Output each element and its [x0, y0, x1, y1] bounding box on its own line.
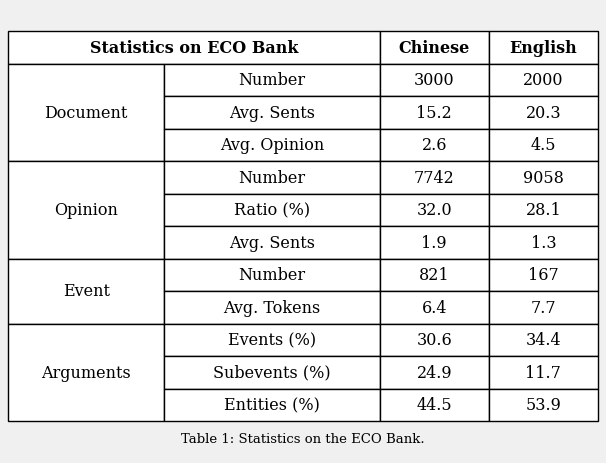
Text: 30.6: 30.6: [416, 332, 452, 349]
Polygon shape: [489, 162, 598, 194]
Text: 32.0: 32.0: [416, 202, 452, 219]
Polygon shape: [380, 162, 489, 194]
Text: Opinion: Opinion: [55, 202, 118, 219]
Text: Number: Number: [239, 267, 305, 284]
Polygon shape: [8, 32, 380, 64]
Text: Number: Number: [239, 169, 305, 186]
Polygon shape: [164, 291, 380, 324]
Text: Statistics on ECO Bank: Statistics on ECO Bank: [90, 40, 298, 56]
Text: Avg. Sents: Avg. Sents: [229, 234, 315, 251]
Text: Avg. Sents: Avg. Sents: [229, 105, 315, 121]
Text: 9058: 9058: [523, 169, 564, 186]
Polygon shape: [380, 64, 489, 97]
Text: English: English: [510, 40, 578, 56]
Text: Subevents (%): Subevents (%): [213, 364, 331, 381]
Text: Event: Event: [62, 283, 110, 300]
Text: Number: Number: [239, 72, 305, 89]
Polygon shape: [380, 324, 489, 356]
Text: Avg. Opinion: Avg. Opinion: [220, 137, 324, 154]
Text: 167: 167: [528, 267, 559, 284]
Polygon shape: [164, 97, 380, 129]
Polygon shape: [380, 291, 489, 324]
Text: 1.3: 1.3: [531, 234, 556, 251]
Polygon shape: [380, 259, 489, 291]
Text: Events (%): Events (%): [228, 332, 316, 349]
Text: 6.4: 6.4: [422, 299, 447, 316]
Polygon shape: [380, 356, 489, 388]
Polygon shape: [380, 194, 489, 226]
Polygon shape: [489, 97, 598, 129]
Polygon shape: [164, 226, 380, 259]
Polygon shape: [164, 64, 380, 97]
Polygon shape: [380, 32, 489, 64]
Polygon shape: [8, 324, 164, 421]
Polygon shape: [380, 226, 489, 259]
Polygon shape: [164, 129, 380, 162]
Polygon shape: [164, 324, 380, 356]
Polygon shape: [380, 129, 489, 162]
Polygon shape: [489, 32, 598, 64]
Text: 4.5: 4.5: [531, 137, 556, 154]
Text: 11.7: 11.7: [525, 364, 561, 381]
Text: 34.4: 34.4: [525, 332, 561, 349]
Polygon shape: [164, 194, 380, 226]
Polygon shape: [164, 259, 380, 291]
Polygon shape: [489, 64, 598, 97]
Polygon shape: [380, 97, 489, 129]
Text: Table 1: Statistics on the ECO Bank.: Table 1: Statistics on the ECO Bank.: [181, 432, 425, 445]
Polygon shape: [164, 388, 380, 421]
Text: 15.2: 15.2: [416, 105, 452, 121]
Polygon shape: [164, 356, 380, 388]
Polygon shape: [8, 162, 164, 259]
Text: Entities (%): Entities (%): [224, 396, 320, 413]
Polygon shape: [489, 259, 598, 291]
Text: 2000: 2000: [523, 72, 564, 89]
Text: 2.6: 2.6: [422, 137, 447, 154]
Text: 53.9: 53.9: [525, 396, 561, 413]
Polygon shape: [489, 194, 598, 226]
Polygon shape: [489, 129, 598, 162]
Text: 7742: 7742: [414, 169, 454, 186]
Polygon shape: [8, 259, 164, 324]
Polygon shape: [489, 291, 598, 324]
Text: Arguments: Arguments: [41, 364, 131, 381]
Polygon shape: [380, 388, 489, 421]
Polygon shape: [489, 388, 598, 421]
Text: 44.5: 44.5: [416, 396, 452, 413]
Polygon shape: [489, 324, 598, 356]
Polygon shape: [489, 356, 598, 388]
Polygon shape: [8, 64, 164, 162]
Text: 3000: 3000: [414, 72, 454, 89]
Text: 7.7: 7.7: [531, 299, 556, 316]
Text: Ratio (%): Ratio (%): [234, 202, 310, 219]
Text: Chinese: Chinese: [399, 40, 470, 56]
Text: 28.1: 28.1: [525, 202, 561, 219]
Text: Document: Document: [44, 105, 128, 121]
Text: 1.9: 1.9: [421, 234, 447, 251]
Polygon shape: [164, 162, 380, 194]
Text: Avg. Tokens: Avg. Tokens: [224, 299, 321, 316]
Polygon shape: [489, 226, 598, 259]
Text: 821: 821: [419, 267, 450, 284]
Text: 20.3: 20.3: [525, 105, 561, 121]
Text: 24.9: 24.9: [416, 364, 452, 381]
